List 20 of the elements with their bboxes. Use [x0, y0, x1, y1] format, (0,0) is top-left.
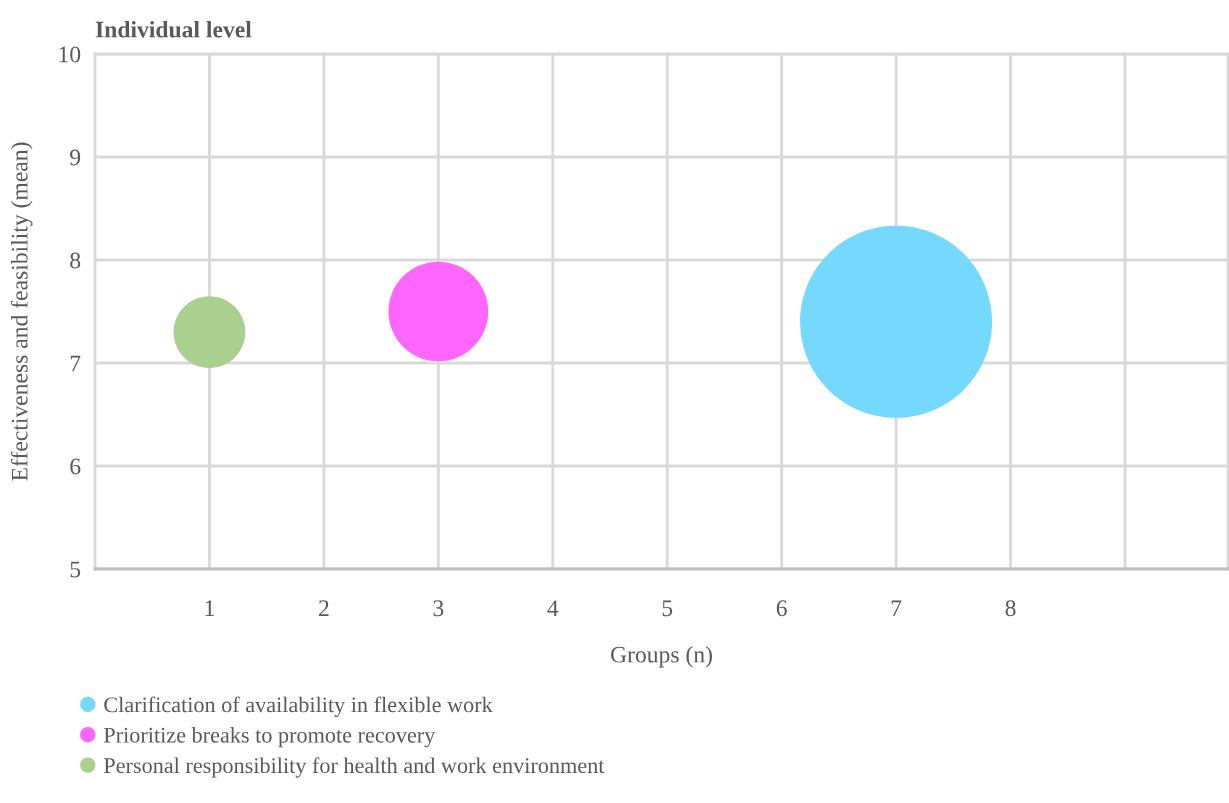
y-tick-label: 5: [70, 561, 81, 578]
legend-label: Prioritize breaks to promote recovery: [103, 727, 436, 748]
legend-label: Clarification of availability in flexible work: [104, 696, 493, 717]
x-tick-label: 1: [205, 600, 214, 616]
x-tick-label: 2: [319, 600, 329, 616]
y-tick-label: 7: [70, 355, 81, 372]
y-tick-label: 10: [59, 46, 81, 63]
chart-title: Individual level: [95, 20, 252, 38]
y-tick-label: 6: [70, 458, 81, 475]
x-tick-label: 3: [433, 600, 444, 617]
y-tick-label: 8: [70, 252, 81, 269]
y-tick-label: 9: [70, 149, 81, 166]
x-tick-label: 5: [662, 600, 673, 617]
x-axis-title: Groups (n): [610, 645, 712, 668]
x-tick-label: 7: [891, 600, 902, 616]
x-tick-label: 4: [547, 600, 559, 616]
legend-label: Personal responsibility for health and work environment: [103, 757, 605, 778]
x-tick-label: 6: [776, 600, 787, 617]
y-axis-title: Effectiveness and feasibility (mean): [10, 142, 33, 481]
x-tick-label: 8: [1005, 600, 1016, 617]
